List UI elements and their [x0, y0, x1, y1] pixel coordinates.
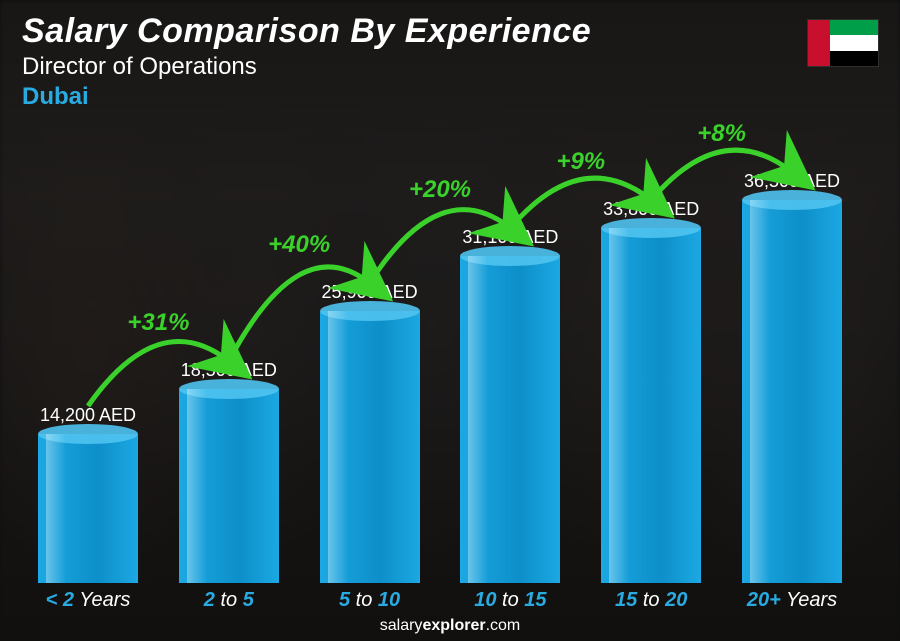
bar-rect: [742, 200, 842, 583]
bar-0: 14,200 AED: [28, 405, 148, 583]
location-label: Dubai: [22, 83, 591, 111]
footer-branding: salaryexplorer.com: [0, 617, 900, 635]
bar-rect: [38, 434, 138, 583]
bar-value-label: 14,200 AED: [40, 405, 136, 426]
uae-flag-icon: [808, 20, 878, 66]
brand-suffix: .com: [486, 617, 521, 634]
infographic-container: Salary Comparison By Experience Director…: [0, 0, 900, 641]
bar-rect: [460, 256, 560, 583]
bar-value-label: 25,900 AED: [322, 282, 418, 303]
bar-1: 18,500 AED: [169, 360, 289, 583]
bar-chart: 14,200 AED 18,500 AED 25,900 AED 31,100 AED…: [28, 123, 852, 583]
brand-part-b: explorer: [422, 617, 485, 634]
bar-rect: [320, 311, 420, 583]
page-title: Salary Comparison By Experience: [22, 12, 591, 51]
title-block: Salary Comparison By Experience Director…: [22, 12, 591, 111]
bar-rect: [601, 228, 701, 583]
bar-value-label: 36,500 AED: [744, 171, 840, 192]
bar-5: 36,500 AED: [732, 171, 852, 583]
brand-part-a: salary: [380, 617, 423, 634]
bar-rect: [179, 389, 279, 583]
bar-value-label: 33,800 AED: [603, 199, 699, 220]
bar-4: 33,800 AED: [591, 199, 711, 583]
bar-2: 25,900 AED: [310, 282, 430, 583]
bar-3: 31,100 AED: [450, 227, 570, 583]
bar-value-label: 18,500 AED: [181, 360, 277, 381]
page-subtitle: Director of Operations: [22, 53, 591, 81]
bar-value-label: 31,100 AED: [462, 227, 558, 248]
